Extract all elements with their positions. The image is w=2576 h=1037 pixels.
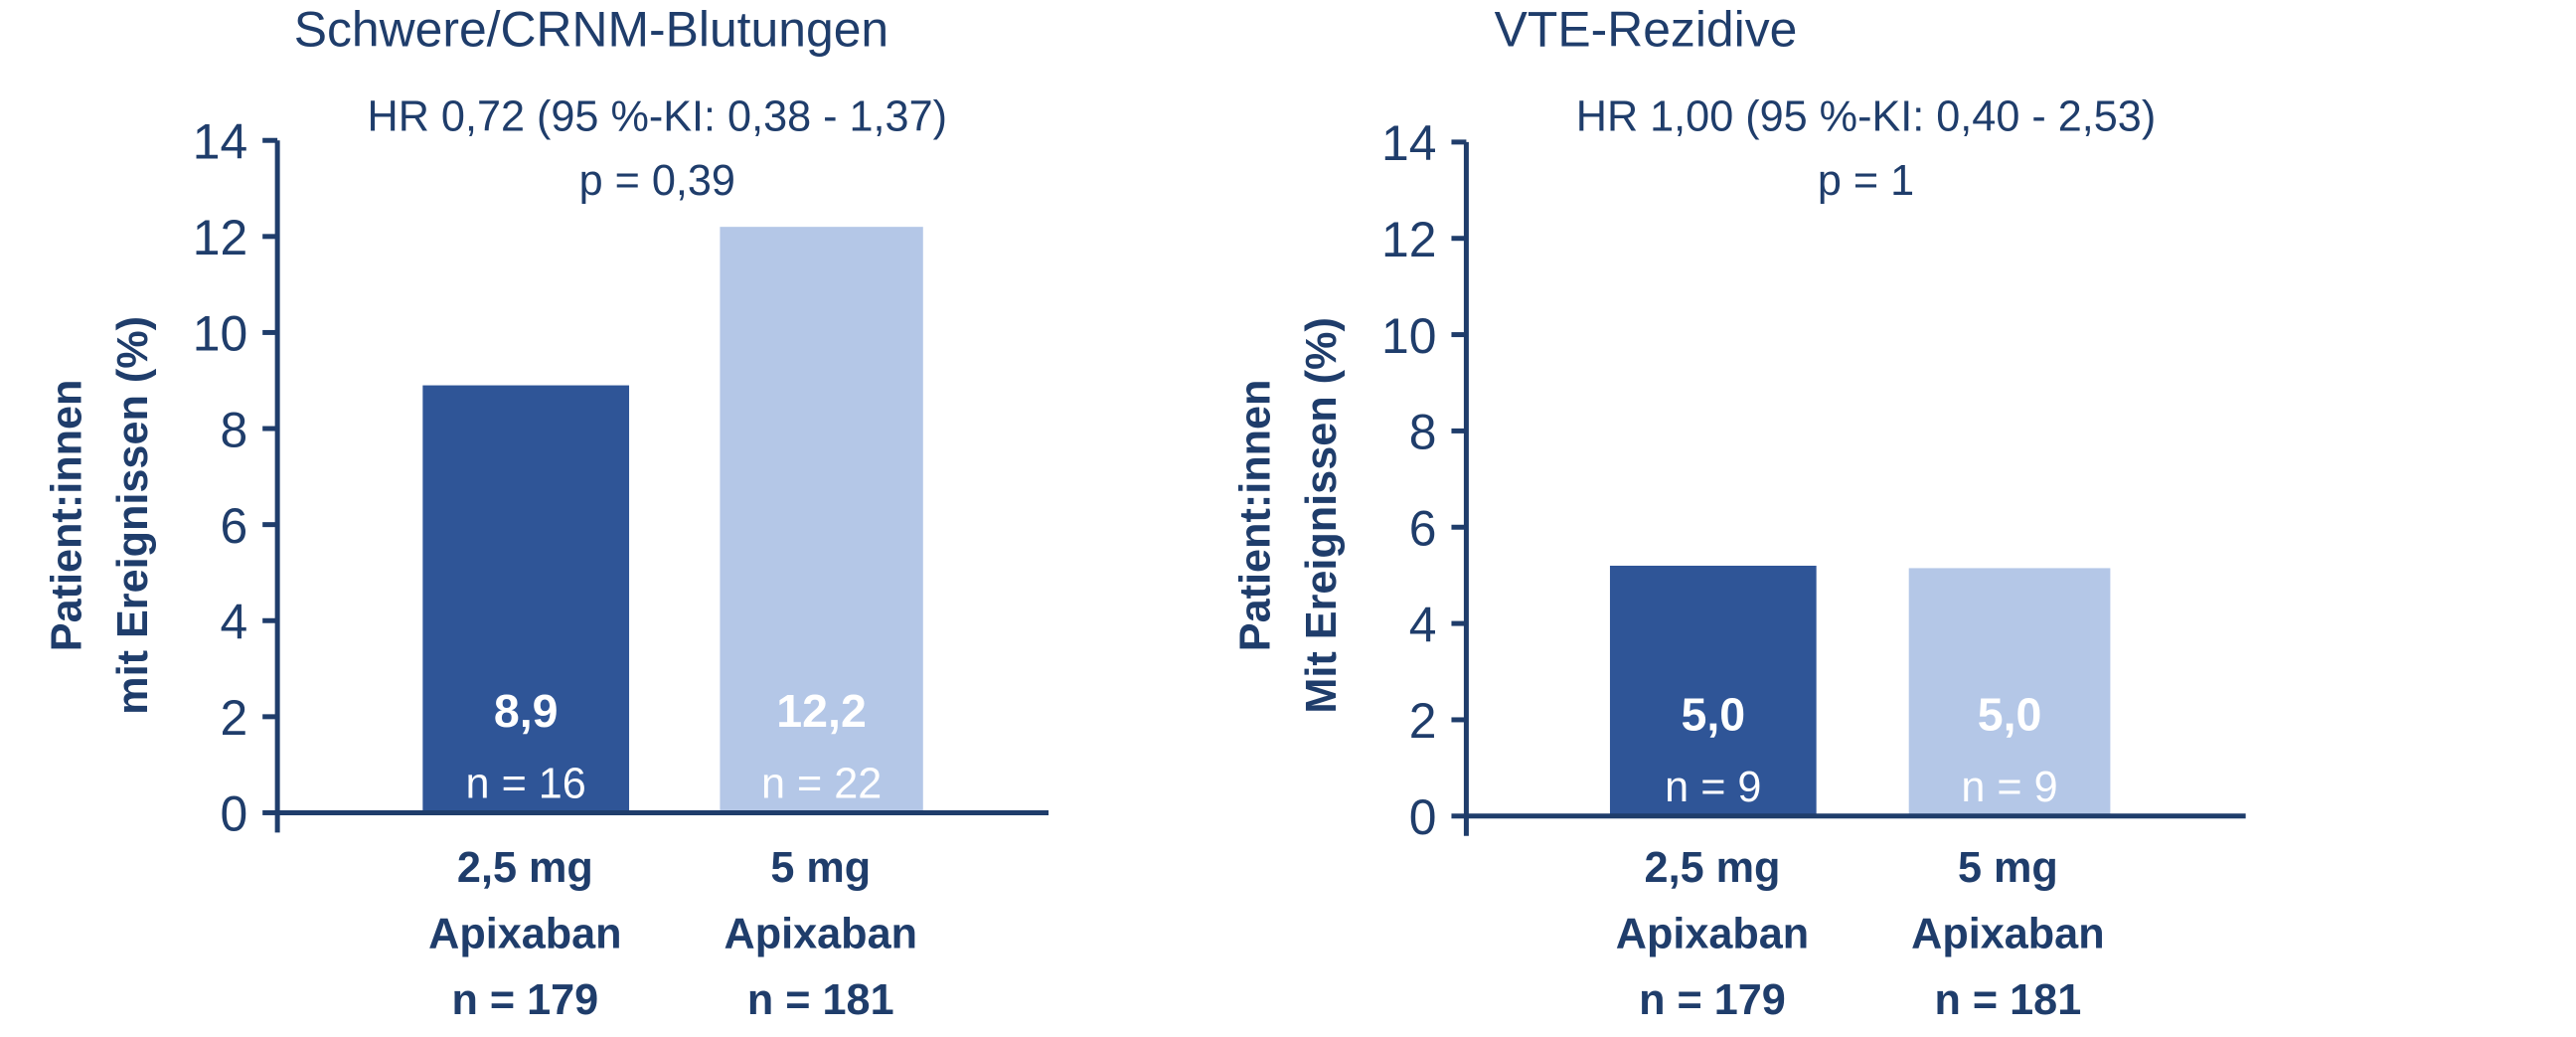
bar-value-label: 5,0 [1681, 688, 1745, 740]
y-tick-label: 12 [1381, 212, 1436, 267]
y-tick-label: 10 [193, 306, 247, 362]
y-tick-label: 8 [1409, 405, 1437, 460]
bar-plot: 5,0 n = 9 5,0 n = 9 0 2 4 6 8 10 12 14 [1381, 115, 2246, 845]
y-tick-label: 2 [221, 690, 248, 746]
y-tick-label: 4 [221, 595, 248, 650]
y-tick-label: 4 [1409, 597, 1437, 652]
y-tick-label: 2 [1409, 693, 1437, 749]
bar-value-label: 8,9 [494, 685, 559, 737]
y-tick-label: 6 [1409, 501, 1437, 557]
y-tick-label: 10 [1381, 308, 1436, 364]
hazard-ratio-text: HR 0,72 (95 %-KI: 0,38 - 1,37) [367, 90, 948, 141]
x-category-label: 5 mg Apixaban n = 181 [724, 842, 917, 1025]
x-category-label: 2,5 mg Apixaban n = 179 [428, 842, 622, 1025]
bar-n-label: n = 9 [1665, 764, 1761, 811]
bar-n-label: n = 22 [761, 761, 882, 808]
bar [1908, 568, 2111, 816]
bar-value-label: 5,0 [1978, 688, 2042, 740]
y-tick-label: 12 [193, 210, 247, 265]
chart-title: Schwere/CRNM-Blutungen [293, 3, 889, 59]
y-tick-label: 6 [221, 498, 248, 554]
bar-plot: 8,9 n = 16 12,2 n = 22 0 2 4 6 8 10 12 14 [193, 114, 1049, 842]
chart-title: VTE-Rezidive [1494, 3, 1798, 59]
bar-n-label: n = 9 [1961, 764, 2057, 811]
bar [1609, 565, 1817, 816]
y-tick-label: 0 [1409, 789, 1437, 845]
x-category-label: 5 mg Apixaban n = 181 [1911, 842, 2105, 1025]
y-tick-label: 0 [221, 786, 248, 842]
bar [720, 227, 923, 813]
chart-panel-vte: VTE-Rezidive HR 1,00 (95 %-KI: 0,40 - 2,… [1189, 0, 2444, 1037]
chart-panel-bleeding: Schwere/CRNM-Blutungen HR 0,72 (95 %-KI:… [0, 0, 1189, 1037]
x-category-label: 2,5 mg Apixaban n = 179 [1615, 842, 1810, 1025]
y-tick-label: 14 [193, 114, 247, 170]
hazard-ratio-text: HR 1,00 (95 %-KI: 0,40 - 2,53) [1575, 90, 2157, 141]
bar-value-label: 12,2 [776, 685, 867, 737]
p-value-text: p = 0,39 [578, 155, 735, 206]
y-tick-label: 14 [1381, 115, 1436, 171]
bar-n-label: n = 16 [466, 761, 586, 808]
p-value-text: p = 1 [1817, 155, 1915, 206]
y-tick-label: 8 [221, 402, 248, 457]
bar [422, 385, 630, 813]
